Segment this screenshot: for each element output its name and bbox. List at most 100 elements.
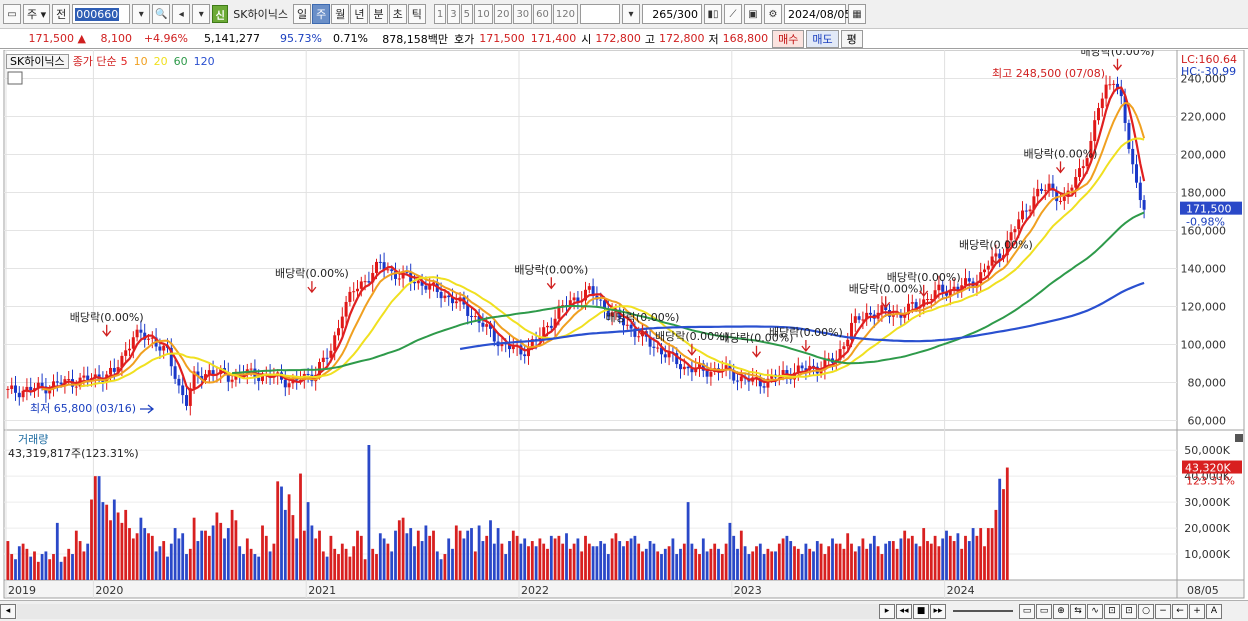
gear-icon[interactable]: ⚙ bbox=[764, 4, 782, 24]
sound-icon[interactable]: ◂ bbox=[172, 4, 191, 24]
legend-stock-name[interactable]: SK하이닉스 bbox=[6, 53, 69, 69]
prev-button[interactable]: 전 bbox=[52, 4, 71, 24]
candle-type-icon[interactable]: ▮▯ bbox=[704, 4, 722, 24]
volume-bar bbox=[819, 543, 823, 580]
save-icon[interactable]: ▣ bbox=[744, 4, 762, 24]
eval-button[interactable]: 평 bbox=[840, 29, 863, 48]
dividend-label-3: 배당락(0.00%) bbox=[606, 311, 680, 324]
tool-icon-7[interactable]: ⊡ bbox=[1121, 603, 1137, 619]
volume-bar bbox=[694, 548, 698, 580]
candle-body bbox=[485, 324, 489, 327]
volume-bar bbox=[310, 525, 314, 580]
dividend-label-8: 배당락(0.00%) bbox=[887, 271, 961, 284]
period-tab-5[interactable]: 초 bbox=[388, 4, 407, 24]
volume-bar bbox=[405, 533, 409, 580]
font-size-icon[interactable]: A bbox=[1206, 603, 1222, 619]
candle-body bbox=[682, 366, 686, 370]
interval-tab-30[interactable]: 30 bbox=[513, 4, 533, 24]
period-tab-4[interactable]: 분 bbox=[369, 4, 388, 24]
count-display[interactable]: 265/300 bbox=[642, 4, 702, 24]
volume-bar bbox=[268, 551, 272, 580]
interval-tab-1[interactable]: 1 bbox=[433, 4, 447, 24]
code-dropdown-icon[interactable]: ▾ bbox=[132, 4, 151, 24]
market-label: 주 bbox=[27, 8, 38, 21]
dividend-label-5: 배당락(0.00%) bbox=[720, 332, 794, 345]
volume-bar bbox=[1002, 489, 1005, 580]
stock-code-input[interactable]: 000660 bbox=[72, 4, 131, 24]
candle-body bbox=[542, 327, 546, 337]
candle-body bbox=[941, 284, 945, 292]
fast-forward-icon[interactable]: ▸▸ bbox=[930, 603, 946, 619]
candle-body bbox=[1005, 240, 1009, 256]
volume-bar bbox=[112, 499, 116, 580]
tool-icon-6[interactable]: ⊡ bbox=[1104, 603, 1120, 619]
arrow-left-icon[interactable]: ← bbox=[1172, 603, 1188, 619]
candle-body bbox=[257, 377, 261, 382]
volume-bar bbox=[975, 535, 979, 580]
interval-input[interactable] bbox=[580, 4, 620, 24]
price-tick-label: 240,000 bbox=[1181, 73, 1227, 86]
tool-icon-5[interactable]: ∿ bbox=[1087, 603, 1103, 619]
candle-body bbox=[986, 265, 990, 270]
interval-tab-5[interactable]: 5 bbox=[460, 4, 473, 24]
volume-bar bbox=[777, 543, 781, 580]
dividend-arrow-icon bbox=[991, 252, 1001, 265]
ma-line-5 bbox=[22, 86, 1146, 393]
period-tab-0[interactable]: 일 bbox=[292, 4, 312, 24]
buy-button[interactable]: 매수 bbox=[772, 29, 805, 48]
scroll-left-icon[interactable]: ◂ bbox=[0, 603, 16, 619]
plus-icon[interactable]: + bbox=[1189, 603, 1205, 619]
volume-bar bbox=[226, 528, 230, 580]
interval-tab-60[interactable]: 60 bbox=[533, 4, 552, 24]
chevron-down-icon[interactable]: ▾ bbox=[192, 4, 211, 24]
volume-bar bbox=[272, 543, 276, 580]
price-tick-label: 220,000 bbox=[1181, 111, 1227, 124]
volume-bar bbox=[667, 546, 671, 580]
scroll-right-icon[interactable]: ▸ bbox=[879, 603, 895, 619]
volume-bar bbox=[451, 548, 454, 580]
rewind-icon[interactable]: ◂◂ bbox=[896, 603, 912, 619]
search-icon[interactable]: ○ bbox=[1138, 603, 1154, 619]
volume-bar bbox=[401, 517, 405, 580]
candle-body bbox=[998, 253, 1002, 259]
candle-body bbox=[728, 365, 732, 371]
scrollbar-track[interactable] bbox=[17, 603, 879, 619]
interval-tab-10[interactable]: 10 bbox=[473, 4, 493, 24]
interval-tab-20[interactable]: 20 bbox=[493, 4, 513, 24]
tool-icon-4[interactable]: ⇆ bbox=[1070, 603, 1086, 619]
candle-body bbox=[599, 299, 603, 301]
period-tab-1[interactable]: 주 bbox=[312, 4, 331, 24]
candle-body bbox=[842, 346, 846, 350]
search-icon[interactable]: 🔍 bbox=[152, 4, 171, 24]
minus-icon[interactable]: − bbox=[1155, 603, 1171, 619]
volume-bar bbox=[477, 525, 481, 580]
volume-bar bbox=[447, 538, 451, 580]
candle-body bbox=[192, 371, 196, 389]
date-input[interactable]: 2024/08/05 bbox=[784, 4, 851, 24]
interval-tab-3[interactable]: 3 bbox=[447, 4, 460, 24]
interval-tab-120[interactable]: 120 bbox=[552, 4, 578, 24]
tool-icon-3[interactable]: ⊕ bbox=[1053, 603, 1069, 619]
volume-bar bbox=[109, 520, 112, 580]
market-select[interactable]: 주 ▾ bbox=[23, 4, 51, 24]
tool-icon-1[interactable]: ▭ bbox=[1019, 603, 1035, 619]
candle-body bbox=[101, 379, 105, 383]
price-chart[interactable]: 240,000 220,000 200,000 180,000 160,000 140,0… bbox=[0, 50, 1248, 600]
period-tab-2[interactable]: 월 bbox=[331, 4, 350, 24]
sell-button[interactable]: 매도 bbox=[806, 29, 839, 48]
stop-icon[interactable]: ■ bbox=[913, 603, 929, 619]
zoom-slider[interactable] bbox=[953, 610, 1013, 612]
candle-body bbox=[371, 272, 375, 283]
calendar-icon[interactable]: ▦ bbox=[848, 4, 866, 24]
window-menu-icon[interactable]: ▭ bbox=[3, 4, 21, 24]
volume-bar bbox=[363, 559, 367, 580]
tool-icon-2[interactable]: ▭ bbox=[1036, 603, 1052, 619]
period-tab-6[interactable]: 틱 bbox=[407, 4, 426, 24]
interval-dropdown-icon[interactable]: ▾ bbox=[622, 4, 640, 24]
candle-body bbox=[1093, 120, 1097, 141]
candle-body bbox=[1021, 210, 1024, 220]
candle-body bbox=[701, 363, 705, 371]
stock-name: SK하이닉스 bbox=[233, 8, 288, 21]
period-tab-3[interactable]: 년 bbox=[350, 4, 369, 24]
line-tool-icon[interactable]: ⟋ bbox=[724, 4, 742, 24]
